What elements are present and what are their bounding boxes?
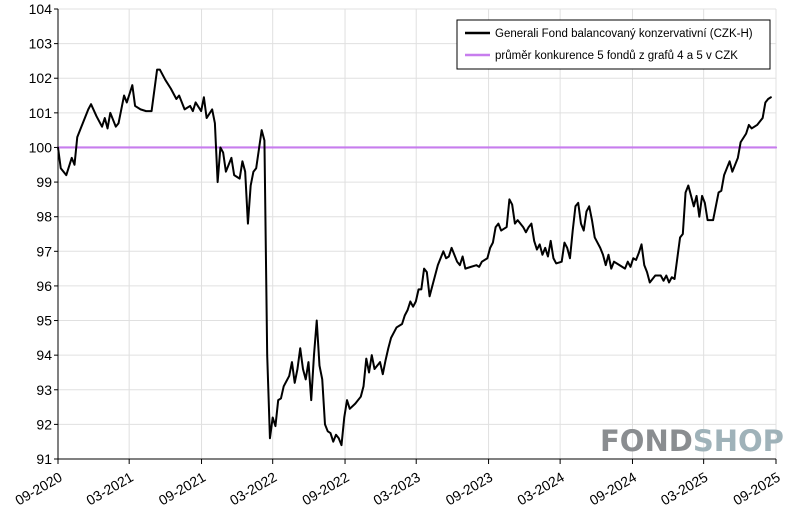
legend-label-average: průměr konkurence 5 fondů z grafů 4 a 5 … [495, 50, 738, 62]
x-tick-label: 03-2024 [514, 469, 567, 509]
series-lines [56, 68, 778, 447]
y-tick-label: 97 [36, 243, 52, 259]
y-tick-label: 99 [36, 174, 52, 190]
y-tick-label: 103 [29, 36, 53, 52]
y-tick-label: 100 [29, 139, 53, 155]
fund-line [57, 68, 772, 447]
y-tick-label: 96 [36, 278, 52, 294]
x-tick-label: 09-2022 [299, 469, 352, 509]
y-tick-label: 93 [36, 382, 52, 398]
x-tick-label: 09-2020 [12, 469, 65, 509]
x-tick-label: 09-2024 [587, 469, 640, 509]
x-tick-label: 03-2023 [370, 469, 423, 509]
x-tick-labels: 09-2020 03-2021 09-2021 03-2022 09-2022 03-20… [12, 469, 783, 509]
legend-label-fund: Generali Fond balancovaný konzervativní … [495, 28, 753, 40]
y-tick-label: 92 [36, 416, 52, 432]
legend-box [456, 19, 771, 70]
legend: Generali Fond balancovaný konzervativní … [456, 19, 771, 70]
y-tick-label: 94 [36, 347, 52, 363]
x-tick-label: 03-2025 [658, 469, 711, 509]
y-tick-label: 104 [29, 1, 53, 17]
axes [54, 8, 777, 464]
logo-fond: FOND [600, 424, 693, 458]
y-tick-label: 95 [36, 313, 52, 329]
logo-shop: SHOP [693, 424, 784, 458]
y-tick-label: 98 [36, 209, 52, 225]
x-tick-label: 09-2023 [443, 469, 496, 509]
x-tick-label: 09-2021 [156, 469, 209, 509]
y-tick-label: 91 [36, 451, 52, 467]
x-tick-label: 03-2022 [227, 469, 280, 509]
y-tick-label: 102 [29, 70, 53, 86]
y-tick-labels: 91 92 93 94 95 96 97 98 99 100 101 102 103 104 [29, 1, 53, 467]
x-tick-label: 03-2021 [83, 469, 136, 509]
grid-lines [57, 8, 777, 460]
fondshop-logo: FONDSHOP [600, 424, 784, 458]
y-tick-label: 101 [29, 105, 53, 121]
x-tick-label: 09-2025 [730, 469, 783, 509]
